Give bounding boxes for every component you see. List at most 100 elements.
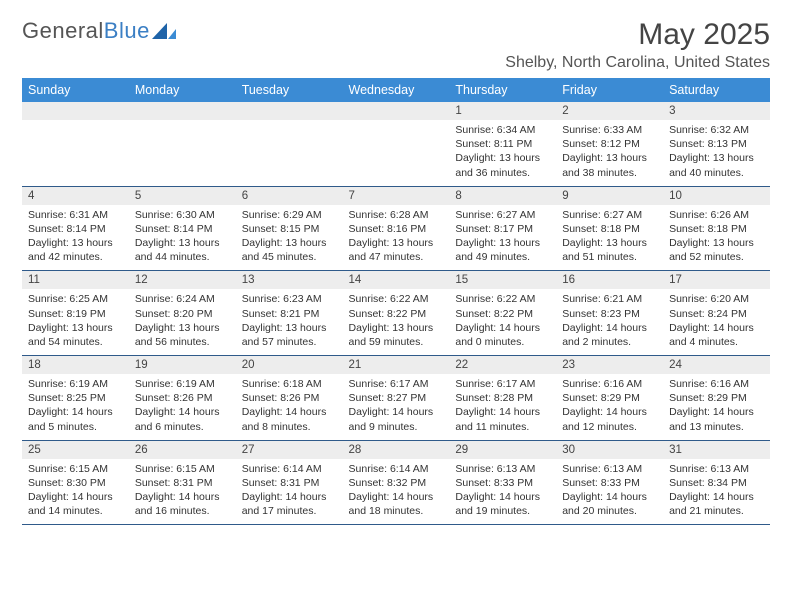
title-block: May 2025 Shelby, North Carolina, United … xyxy=(505,18,770,72)
sunset-text: Sunset: 8:17 PM xyxy=(455,222,550,236)
logo-sail-icon xyxy=(152,21,178,41)
day-number-cell: 31 xyxy=(663,440,770,459)
sunset-text: Sunset: 8:29 PM xyxy=(562,391,657,405)
day-detail-cell: Sunrise: 6:19 AMSunset: 8:25 PMDaylight:… xyxy=(22,374,129,440)
sunset-text: Sunset: 8:29 PM xyxy=(669,391,764,405)
day-detail-cell: Sunrise: 6:21 AMSunset: 8:23 PMDaylight:… xyxy=(556,289,663,355)
day-number-cell: 15 xyxy=(449,271,556,290)
weekday-header: Wednesday xyxy=(343,78,450,102)
day-number-cell xyxy=(22,102,129,120)
day-detail-cell: Sunrise: 6:17 AMSunset: 8:27 PMDaylight:… xyxy=(343,374,450,440)
weekday-header: Thursday xyxy=(449,78,556,102)
day-detail-cell: Sunrise: 6:30 AMSunset: 8:14 PMDaylight:… xyxy=(129,205,236,271)
daynum-row: 25262728293031 xyxy=(22,440,770,459)
sunset-text: Sunset: 8:21 PM xyxy=(242,307,337,321)
daylight-text: Daylight: 13 hours and 40 minutes. xyxy=(669,151,764,179)
daynum-row: 11121314151617 xyxy=(22,271,770,290)
logo: GeneralBlue xyxy=(22,18,178,44)
sunset-text: Sunset: 8:28 PM xyxy=(455,391,550,405)
sunrise-text: Sunrise: 6:27 AM xyxy=(562,208,657,222)
sunrise-text: Sunrise: 6:19 AM xyxy=(135,377,230,391)
daylight-text: Daylight: 14 hours and 17 minutes. xyxy=(242,490,337,518)
day-detail-cell: Sunrise: 6:27 AMSunset: 8:17 PMDaylight:… xyxy=(449,205,556,271)
day-number-cell: 30 xyxy=(556,440,663,459)
daylight-text: Daylight: 14 hours and 21 minutes. xyxy=(669,490,764,518)
daylight-text: Daylight: 14 hours and 14 minutes. xyxy=(28,490,123,518)
daynum-row: 45678910 xyxy=(22,186,770,205)
sunrise-text: Sunrise: 6:16 AM xyxy=(669,377,764,391)
sunrise-text: Sunrise: 6:15 AM xyxy=(135,462,230,476)
day-detail-cell: Sunrise: 6:32 AMSunset: 8:13 PMDaylight:… xyxy=(663,120,770,186)
sunset-text: Sunset: 8:26 PM xyxy=(135,391,230,405)
day-number-cell: 2 xyxy=(556,102,663,120)
day-number-cell: 14 xyxy=(343,271,450,290)
day-detail-cell: Sunrise: 6:13 AMSunset: 8:33 PMDaylight:… xyxy=(449,459,556,525)
day-number-cell: 29 xyxy=(449,440,556,459)
day-detail-cell: Sunrise: 6:24 AMSunset: 8:20 PMDaylight:… xyxy=(129,289,236,355)
sunrise-text: Sunrise: 6:14 AM xyxy=(242,462,337,476)
sunrise-text: Sunrise: 6:16 AM xyxy=(562,377,657,391)
day-detail-cell: Sunrise: 6:34 AMSunset: 8:11 PMDaylight:… xyxy=(449,120,556,186)
detail-row: Sunrise: 6:25 AMSunset: 8:19 PMDaylight:… xyxy=(22,289,770,355)
sunset-text: Sunset: 8:20 PM xyxy=(135,307,230,321)
day-number-cell: 19 xyxy=(129,356,236,375)
weekday-header: Saturday xyxy=(663,78,770,102)
sunrise-text: Sunrise: 6:31 AM xyxy=(28,208,123,222)
sunset-text: Sunset: 8:14 PM xyxy=(28,222,123,236)
daylight-text: Daylight: 14 hours and 0 minutes. xyxy=(455,321,550,349)
daylight-text: Daylight: 13 hours and 54 minutes. xyxy=(28,321,123,349)
daylight-text: Daylight: 13 hours and 38 minutes. xyxy=(562,151,657,179)
weekday-header: Friday xyxy=(556,78,663,102)
day-number-cell: 21 xyxy=(343,356,450,375)
sunset-text: Sunset: 8:22 PM xyxy=(349,307,444,321)
daylight-text: Daylight: 14 hours and 2 minutes. xyxy=(562,321,657,349)
day-number-cell: 13 xyxy=(236,271,343,290)
daylight-text: Daylight: 13 hours and 44 minutes. xyxy=(135,236,230,264)
sunset-text: Sunset: 8:24 PM xyxy=(669,307,764,321)
daylight-text: Daylight: 13 hours and 56 minutes. xyxy=(135,321,230,349)
daylight-text: Daylight: 14 hours and 13 minutes. xyxy=(669,405,764,433)
day-detail-cell: Sunrise: 6:15 AMSunset: 8:31 PMDaylight:… xyxy=(129,459,236,525)
daylight-text: Daylight: 14 hours and 18 minutes. xyxy=(349,490,444,518)
day-number-cell: 8 xyxy=(449,186,556,205)
daylight-text: Daylight: 13 hours and 47 minutes. xyxy=(349,236,444,264)
day-number-cell: 27 xyxy=(236,440,343,459)
day-number-cell: 24 xyxy=(663,356,770,375)
daylight-text: Daylight: 13 hours and 51 minutes. xyxy=(562,236,657,264)
daylight-text: Daylight: 14 hours and 4 minutes. xyxy=(669,321,764,349)
sunrise-text: Sunrise: 6:17 AM xyxy=(349,377,444,391)
sunrise-text: Sunrise: 6:23 AM xyxy=(242,292,337,306)
sunrise-text: Sunrise: 6:13 AM xyxy=(562,462,657,476)
sunset-text: Sunset: 8:31 PM xyxy=(242,476,337,490)
day-detail-cell: Sunrise: 6:17 AMSunset: 8:28 PMDaylight:… xyxy=(449,374,556,440)
weekday-header: Monday xyxy=(129,78,236,102)
day-detail-cell xyxy=(22,120,129,186)
day-number-cell: 3 xyxy=(663,102,770,120)
daylight-text: Daylight: 14 hours and 19 minutes. xyxy=(455,490,550,518)
daynum-row: 18192021222324 xyxy=(22,356,770,375)
sunset-text: Sunset: 8:31 PM xyxy=(135,476,230,490)
day-number-cell: 20 xyxy=(236,356,343,375)
sunset-text: Sunset: 8:18 PM xyxy=(562,222,657,236)
day-number-cell: 12 xyxy=(129,271,236,290)
day-detail-cell: Sunrise: 6:20 AMSunset: 8:24 PMDaylight:… xyxy=(663,289,770,355)
daylight-text: Daylight: 14 hours and 6 minutes. xyxy=(135,405,230,433)
day-detail-cell: Sunrise: 6:15 AMSunset: 8:30 PMDaylight:… xyxy=(22,459,129,525)
sunrise-text: Sunrise: 6:32 AM xyxy=(669,123,764,137)
day-detail-cell: Sunrise: 6:22 AMSunset: 8:22 PMDaylight:… xyxy=(449,289,556,355)
sunset-text: Sunset: 8:12 PM xyxy=(562,137,657,151)
day-number-cell: 1 xyxy=(449,102,556,120)
day-number-cell: 16 xyxy=(556,271,663,290)
daylight-text: Daylight: 14 hours and 20 minutes. xyxy=(562,490,657,518)
sunset-text: Sunset: 8:15 PM xyxy=(242,222,337,236)
day-detail-cell xyxy=(343,120,450,186)
sunrise-text: Sunrise: 6:15 AM xyxy=(28,462,123,476)
detail-row: Sunrise: 6:31 AMSunset: 8:14 PM Daylight:… xyxy=(22,205,770,271)
day-number-cell xyxy=(129,102,236,120)
sunrise-text: Sunrise: 6:25 AM xyxy=(28,292,123,306)
sunset-text: Sunset: 8:25 PM xyxy=(28,391,123,405)
day-detail-cell: Sunrise: 6:31 AMSunset: 8:14 PMDaylight:… xyxy=(22,205,129,271)
daylight-text: Daylight: 13 hours and 57 minutes. xyxy=(242,321,337,349)
sunrise-text: Sunrise: 6:34 AM xyxy=(455,123,550,137)
detail-row: Sunrise: 6:19 AM Sunset: 8:25 PM Daylight:… xyxy=(22,374,770,440)
